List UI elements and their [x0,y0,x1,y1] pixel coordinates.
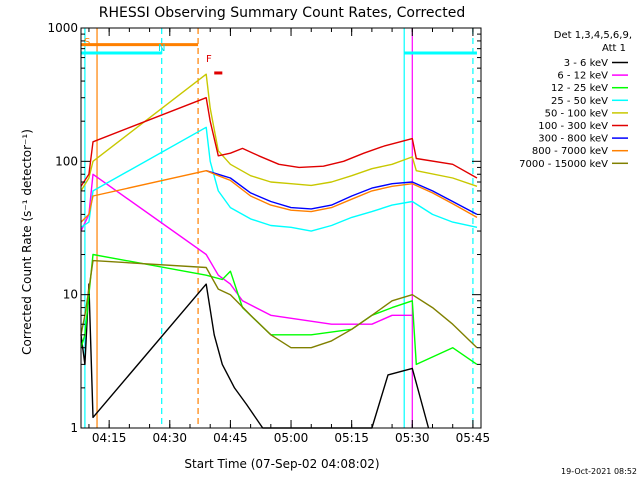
series-line-1 [80,173,413,325]
series-line-2 [80,253,478,366]
legend-label-8: 7000 - 15000 keV [519,159,608,170]
x-tick-label-2: 04:45 [213,431,248,445]
series-line-5 [80,96,478,187]
x-tick-label-4: 05:15 [334,431,369,445]
event-markers [84,28,474,428]
x-tick-label-0: 04:15 [92,431,127,445]
series-line-6 [206,170,478,216]
y-tick-label-3: 1000 [47,21,78,35]
series-line-7 [80,169,478,223]
legend-label-6: 300 - 800 keV [538,134,608,145]
flag-s-label: S [84,37,90,48]
y-axis-label: Corrected Count Rate (s⁻¹ detector⁻¹) [20,129,34,355]
legend-label-1: 6 - 12 keV [557,71,608,82]
legend-label-2: 12 - 25 keV [551,83,608,94]
y-tick-label-0: 1 [70,421,78,435]
series-line-3 [80,126,478,232]
timestamp: 19-Oct-2021 08:52 [561,467,637,476]
flag-f-label: F [206,54,212,65]
legend-label-5: 100 - 300 keV [538,121,608,132]
y-tick-label-2: 100 [55,154,78,168]
x-axis: 04:15 04:30 04:45 05:00 05:15 05:30 05:45 [88,28,491,445]
x-tick-label-6: 05:45 [456,431,491,445]
x-tick-label-3: 05:00 [274,431,309,445]
x-axis-label: Start Time (07-Sep-02 04:08:02) [184,457,379,471]
flag-labels: S N F [84,37,212,65]
legend-header-line-1: Det 1,3,4,5,6,9, [554,30,632,41]
flag-n-label: N [158,43,165,54]
y-axis: 1 10 100 1000 [47,21,481,435]
legend-label-3: 25 - 50 keV [551,96,608,107]
y-tick-label-1: 10 [63,288,78,302]
flag-segments [81,43,477,75]
legend-label-0: 3 - 6 keV [564,58,608,69]
plot-frame [80,27,482,429]
x-tick-label-1: 04:30 [152,431,187,445]
legend-header-line-2: Att 1 [602,43,626,54]
series-lines [80,73,478,429]
x-tick-label-5: 05:30 [395,431,430,445]
chart-title: RHESSI Observing Summary Count Rates, Co… [99,5,465,21]
legend: Det 1,3,4,5,6,9, Att 1 3 - 6 keV 6 - 12 k… [519,30,632,170]
legend-label-4: 50 - 100 keV [545,108,609,119]
series-line-4 [80,73,478,192]
legend-label-7: 800 - 7000 keV [532,146,608,157]
series-line-8 [80,259,478,349]
series-line-0 [80,283,430,429]
